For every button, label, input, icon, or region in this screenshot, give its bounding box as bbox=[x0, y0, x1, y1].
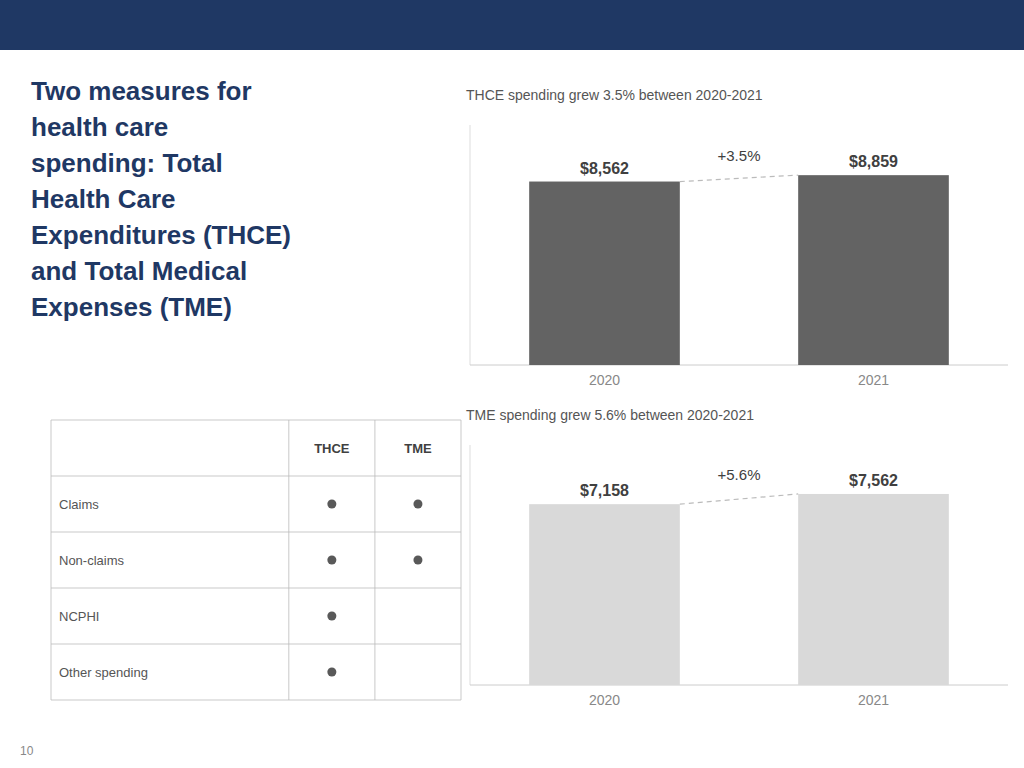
table-rule bbox=[51, 532, 461, 533]
title-line: Health Care bbox=[31, 184, 176, 214]
change-line bbox=[680, 494, 798, 504]
y-axis-line bbox=[470, 445, 471, 685]
bar bbox=[798, 175, 949, 365]
bar bbox=[529, 182, 680, 365]
data-label: $7,158 bbox=[580, 482, 629, 499]
chart-title: TME spending grew 5.6% between 2020-2021 bbox=[466, 407, 754, 423]
table-row-label: NCPHI bbox=[59, 609, 99, 624]
table-rule bbox=[288, 420, 289, 700]
plot-area bbox=[529, 175, 949, 365]
table-dot bbox=[413, 500, 422, 509]
page-number: 10 bbox=[20, 744, 34, 758]
table-rule bbox=[51, 420, 461, 421]
table-row-label: Non-claims bbox=[59, 553, 125, 568]
table-header: THCE bbox=[314, 441, 350, 456]
title-line: Expenses (TME) bbox=[31, 292, 232, 322]
bar bbox=[798, 494, 949, 685]
annotation: +5.6% bbox=[718, 466, 761, 483]
bar bbox=[529, 504, 680, 685]
table-rule bbox=[51, 420, 52, 700]
table-rule bbox=[51, 644, 461, 645]
table-row-label: Claims bbox=[59, 497, 99, 512]
table-rule bbox=[374, 420, 375, 700]
x-tick-label: 2020 bbox=[589, 372, 620, 388]
title-line: health care bbox=[31, 112, 168, 142]
title-line: Two measures for bbox=[31, 76, 252, 106]
table-dot bbox=[327, 556, 336, 565]
x-tick-label: 2021 bbox=[858, 692, 889, 708]
chart-title: THCE spending grew 3.5% between 2020-202… bbox=[466, 87, 763, 103]
title-line: Expenditures (THCE) bbox=[31, 220, 291, 250]
data-label: $8,562 bbox=[580, 160, 629, 177]
page-title: Two measures for health care spending: Tot… bbox=[31, 76, 291, 322]
x-tick-label: 2021 bbox=[858, 372, 889, 388]
y-axis-line bbox=[470, 125, 471, 365]
change-line bbox=[680, 175, 798, 181]
table-rule bbox=[51, 588, 461, 589]
table-dot bbox=[413, 556, 422, 565]
table-rule bbox=[51, 476, 461, 477]
table-row-label: Other spending bbox=[59, 665, 148, 680]
x-tick-label: 2020 bbox=[589, 692, 620, 708]
annotation: +3.5% bbox=[718, 147, 761, 164]
table-dot bbox=[327, 500, 336, 509]
table-dot bbox=[327, 612, 336, 621]
background bbox=[0, 0, 1024, 768]
table-header: TME bbox=[404, 441, 432, 456]
chart: THCE spending grew 3.5% between 2020-202… bbox=[466, 87, 1008, 388]
title-line: and Total Medical bbox=[31, 256, 247, 286]
title-line: spending: Total bbox=[31, 148, 223, 178]
table-rule bbox=[51, 700, 461, 701]
chart: TME spending grew 5.6% between 2020-2021… bbox=[466, 407, 1008, 708]
page: Two measures for health care spending: Tot… bbox=[0, 0, 1024, 768]
table-rule bbox=[461, 420, 462, 700]
data-label: $8,859 bbox=[849, 153, 898, 170]
data-label: $7,562 bbox=[849, 472, 898, 489]
plot-area bbox=[529, 494, 949, 685]
header-bar bbox=[0, 0, 1024, 50]
table: THCE TME Claims Non-claims NCPHI Other spendi… bbox=[51, 420, 461, 700]
table-dot bbox=[327, 668, 336, 677]
